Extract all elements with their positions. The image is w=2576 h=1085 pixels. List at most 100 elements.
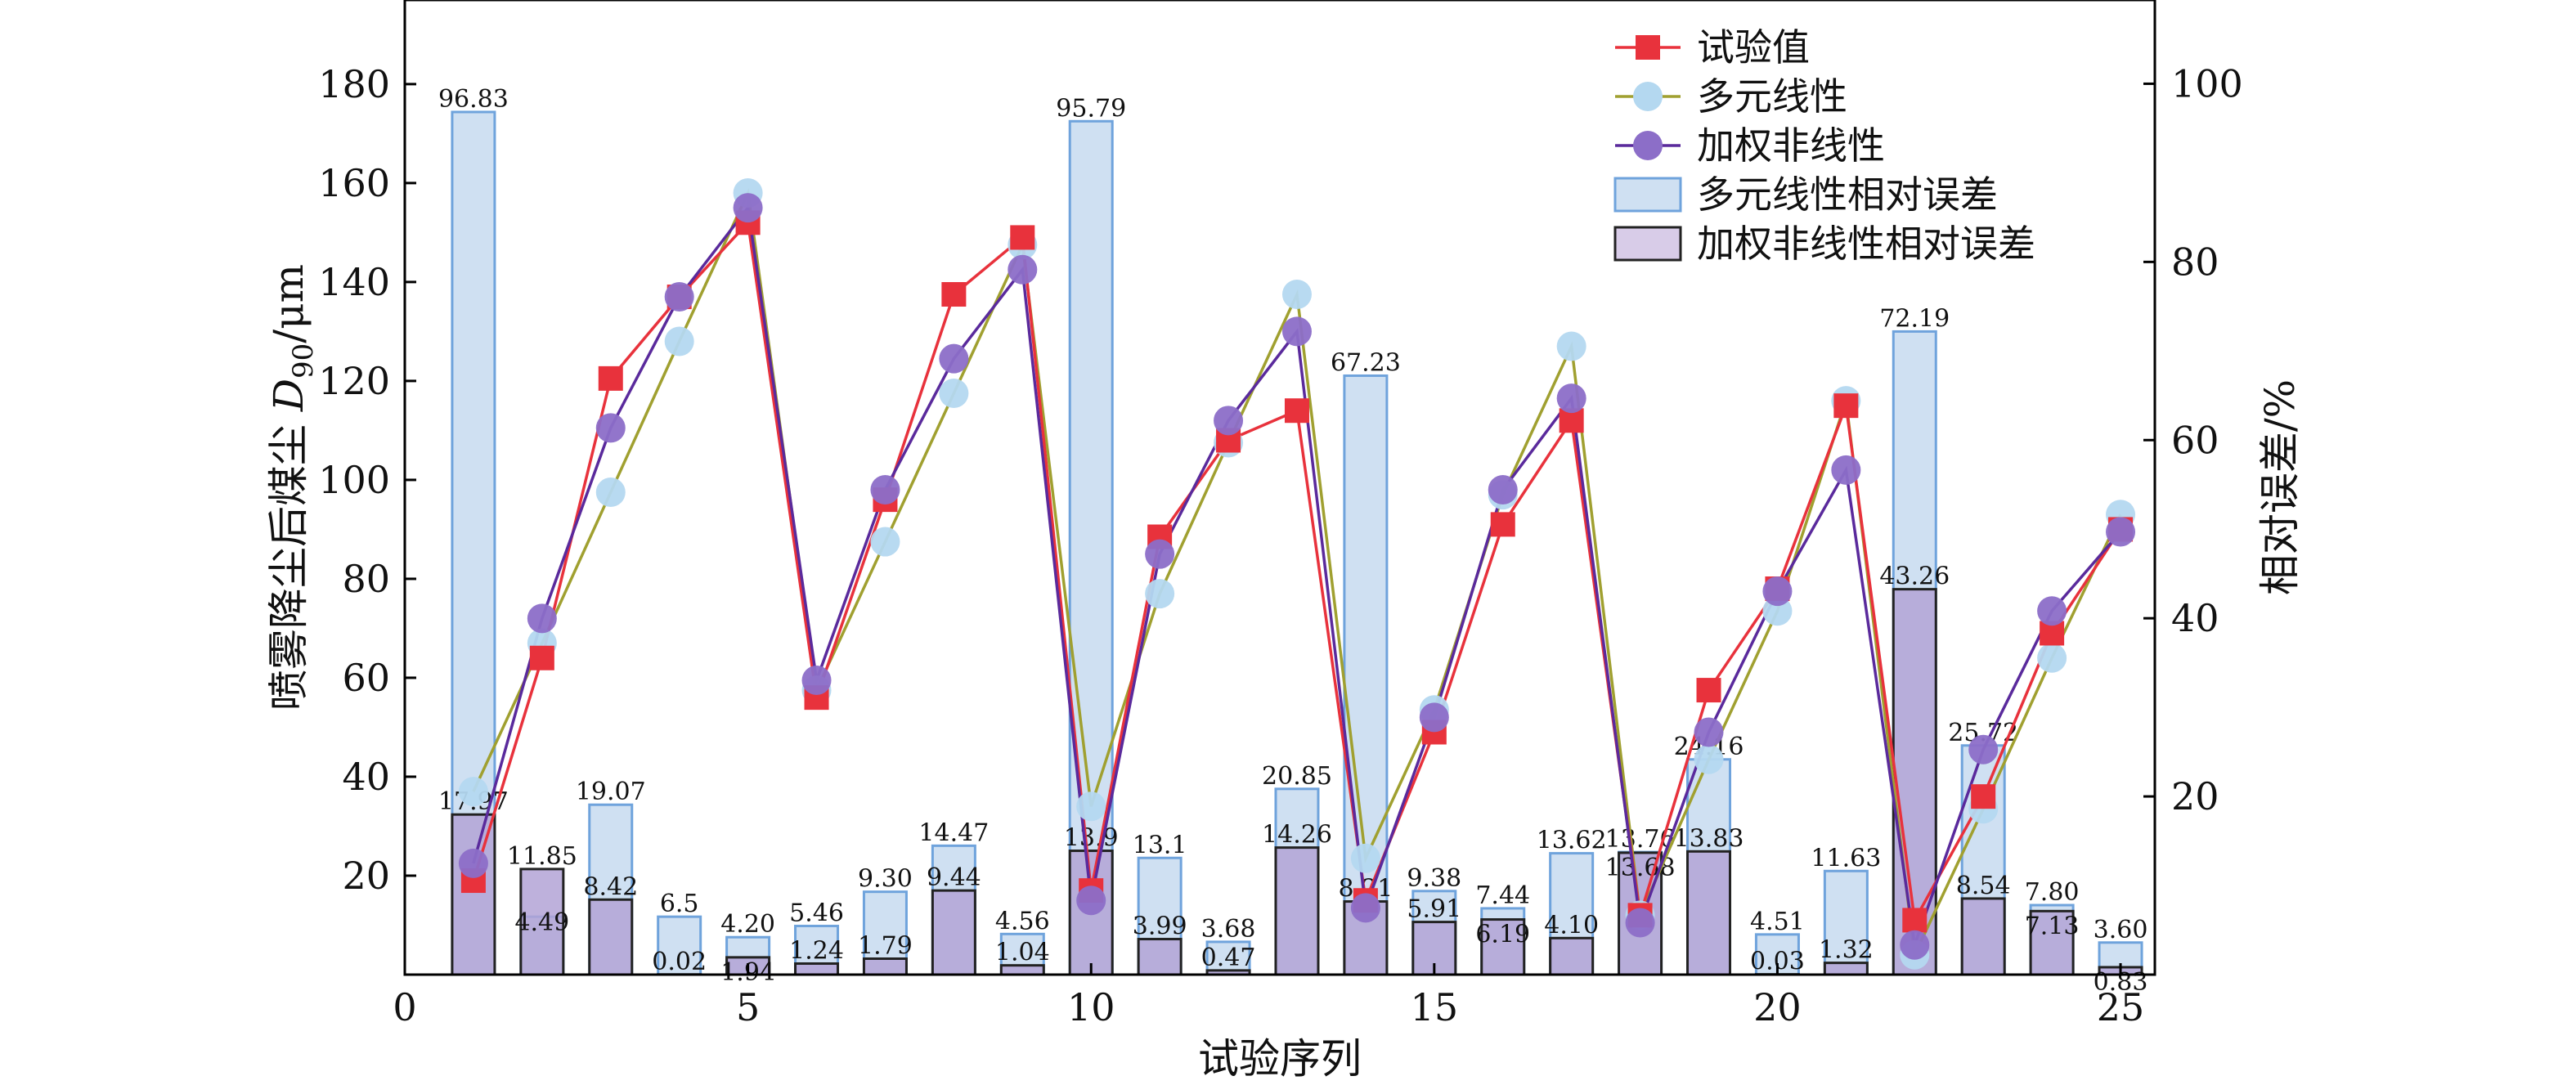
linear-error-label: 13.1: [1133, 831, 1187, 859]
series-point-square: [1696, 678, 1721, 703]
weighted-error-bar: [931, 889, 976, 976]
y-left-tick-label: 180: [318, 62, 390, 106]
legend-bar-swatch: [1613, 226, 1682, 262]
series-point-circle: [870, 475, 900, 505]
y-left-tick-label: 20: [342, 854, 390, 898]
linear-error-label: 20.85: [1262, 762, 1332, 791]
series-point-circle: [2106, 517, 2136, 547]
linear-error-label: 9.38: [1407, 864, 1461, 893]
series-point-circle: [1762, 576, 1793, 607]
linear-error-label: 13.62: [1537, 827, 1607, 855]
linear-error-label: 3.68: [1201, 915, 1256, 944]
weighted-error-bar: [2029, 909, 2075, 976]
linear-error-label: 19.07: [576, 778, 646, 806]
series-point-circle: [458, 848, 488, 878]
series-point-circle: [1556, 331, 1586, 361]
series-point-circle: [458, 777, 488, 807]
weighted-error-label: 1.04: [995, 939, 1050, 967]
plot-frame: [403, 0, 2156, 976]
linear-error-bar: [1343, 374, 1389, 976]
legend-circle-marker: [1633, 131, 1663, 160]
series-point-circle: [1694, 744, 1724, 774]
series-point-square: [1833, 393, 1859, 419]
x-tick-label: 25: [2097, 985, 2145, 1029]
weighted-error-bar: [588, 898, 634, 976]
series-point-circle: [2037, 596, 2067, 626]
y-left-tick-label: 40: [342, 755, 390, 799]
series-point-square: [1010, 225, 1035, 250]
legend-label: 多元线性相对误差: [1697, 173, 1998, 217]
linear-error-label: 9.30: [858, 865, 913, 894]
series-point-circle: [1214, 406, 1244, 436]
y-axis-right-title: 相对误差/%: [2256, 379, 2304, 595]
legend-label: 加权非线性相对误差: [1697, 222, 2035, 266]
linear-error-label: 95.79: [1056, 94, 1126, 123]
linear-error-label: 7.80: [2025, 878, 2080, 907]
series-point-square: [529, 645, 554, 670]
weighted-error-bar: [1960, 897, 2006, 976]
series-point-circle: [1145, 539, 1175, 569]
linear-error-label: 4.20: [720, 910, 775, 939]
series-point-circle: [1350, 843, 1380, 873]
y-right-tick-label: 40: [2171, 596, 2219, 640]
series-point-square: [1902, 908, 1928, 933]
series-point-circle: [1350, 893, 1380, 923]
weighted-error-label: 0.47: [1201, 944, 1256, 972]
weighted-error-bar: [1137, 938, 1183, 976]
weighted-error-label: 8.42: [583, 872, 638, 901]
legend-label: 试验值: [1697, 25, 1810, 69]
weighted-error-bar: [862, 957, 908, 976]
series-point-circle: [1556, 383, 1586, 414]
series-point-circle: [1488, 475, 1518, 505]
linear-error-label: 4.56: [995, 907, 1050, 935]
series-point-circle: [1076, 791, 1106, 822]
linear-error-label: 6.5: [660, 890, 699, 918]
x-tick-label: 15: [1411, 985, 1459, 1029]
weighted-error-label: 43.26: [1879, 563, 1950, 591]
weighted-error-label: 7.13: [2025, 912, 2080, 940]
bar-value-labels: 96.8317.9711.8519.078.426.50.024.201.945…: [438, 85, 2147, 997]
weighted-error-bar: [794, 962, 840, 976]
series-point-circle: [1281, 280, 1312, 310]
weighted-error-bar: [1823, 962, 1869, 976]
x-axis-title: 试验序列: [1198, 1035, 1362, 1083]
weighted-error-label: 11.85: [507, 842, 577, 871]
series-point-circle: [939, 379, 969, 409]
linear-error-label: 7.44: [1475, 881, 1530, 910]
weighted-error-bar: [1686, 850, 1732, 976]
series-point-circle: [939, 343, 969, 374]
x-tick-label: 20: [1753, 985, 1802, 1029]
weighted-error-label: 0.02: [652, 948, 707, 976]
linear-error-label: 67.23: [1331, 348, 1401, 377]
series-point-circle: [1900, 930, 1930, 960]
y-left-tick-label: 80: [342, 557, 390, 601]
weighted-error-label: 4.49: [514, 908, 569, 937]
weighted-error-bar: [1480, 918, 1526, 976]
series-point-circle: [664, 282, 694, 312]
linear-error-label: 11.63: [1811, 844, 1881, 872]
series-point-circle: [595, 413, 626, 443]
linear-error-label: 3.60: [2094, 916, 2148, 944]
y-left-tick-label: 120: [318, 359, 390, 403]
weighted-error-label: 1.79: [858, 931, 913, 960]
weighted-error-label: 3.99: [1133, 912, 1187, 941]
axes: 0 5 10 15 20 25 20 40 60 80 100 120 140 160 180 20 40 60 8…: [318, 61, 2243, 1029]
linear-error-label: 96.83: [438, 85, 509, 114]
linear-error-label: 5.46: [789, 899, 844, 928]
weighted-error-label: 5.91: [1407, 895, 1461, 924]
series-point-circle: [527, 603, 557, 634]
x-tick-label: 5: [736, 985, 760, 1029]
weighted-error-label: 1.32: [1819, 936, 1874, 965]
y-left-tick-label: 100: [318, 458, 390, 502]
y-left-tick-label: 160: [318, 161, 390, 205]
series-point-circle: [1694, 717, 1724, 747]
weighted-error-label: 4.10: [1544, 911, 1599, 939]
x-tick-label: 0: [393, 985, 416, 1029]
y-axis-left-title: 喷雾降尘后煤尘 D90/μm: [265, 264, 320, 711]
series-point-circle: [2037, 643, 2067, 673]
linear-error-label: 14.47: [918, 818, 989, 847]
series-point-square: [598, 365, 623, 391]
series-point-circle: [1831, 455, 1861, 485]
weighted-error-bar: [519, 868, 565, 976]
